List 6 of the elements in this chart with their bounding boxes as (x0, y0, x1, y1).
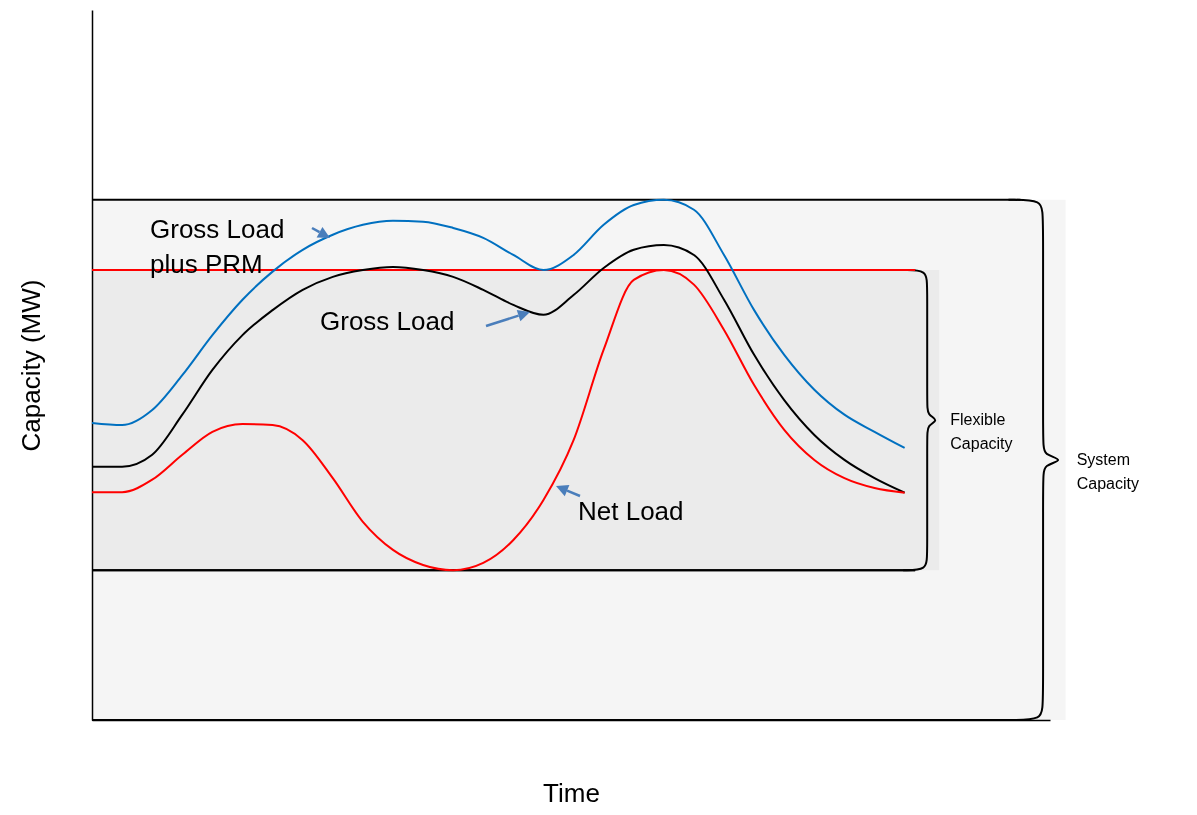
series-label: Net Load (578, 495, 685, 528)
series-label: Gross Load (320, 305, 456, 338)
band-label: System Capacity (1076, 450, 1139, 492)
band-label: Flexible Capacity (950, 411, 1013, 453)
y-axis-title: Capacity (MW) (15, 279, 46, 452)
x-axis-title: Time (543, 777, 600, 808)
